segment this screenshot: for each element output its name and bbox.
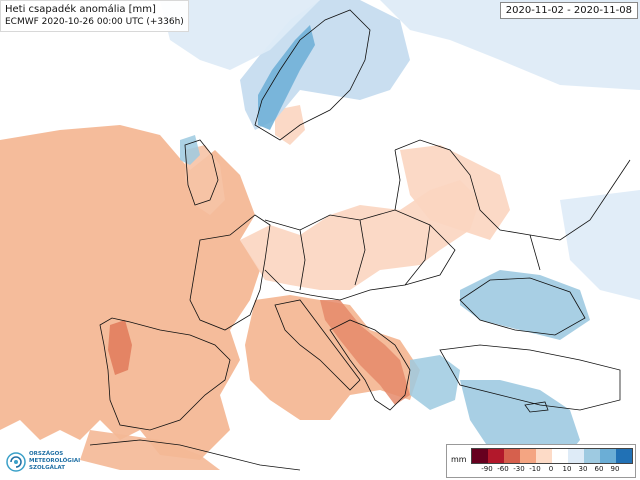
legend-swatch — [616, 449, 632, 463]
border-inner-2 — [354, 219, 366, 286]
legend-color-bar — [471, 448, 633, 464]
coastline-britain — [184, 139, 219, 206]
legend-tick-label: 0 — [548, 465, 554, 473]
logo-line-2: METEOROLÓGIAI — [29, 458, 81, 464]
coastline-italy — [274, 299, 361, 391]
legend-swatch — [584, 449, 600, 463]
logo-text: ORSZÁGOS METEOROLÓGIAI SZOLGÁLAT — [29, 451, 80, 472]
legend-tick-label: -10 — [529, 465, 541, 473]
dry-area-north-africa — [80, 430, 220, 470]
legend-swatch — [472, 449, 488, 463]
coastline-cyprus — [524, 401, 549, 413]
legend-swatch — [488, 449, 504, 463]
legend-unit: mm — [451, 455, 467, 464]
dry-area-britain — [185, 145, 225, 215]
dry-area-alps-italy — [245, 295, 420, 420]
date-range-box: 2020-11-02 - 2020-11-08 — [499, 2, 638, 19]
legend-tick-label: -60 — [497, 465, 509, 473]
legend-tick-label: 60 — [594, 465, 604, 473]
logo-line-3: SZOLGÁLAT — [29, 465, 65, 471]
wet-area-north-atlantic — [160, 0, 320, 70]
dry-area-balkans — [320, 300, 410, 405]
legend-swatch — [568, 449, 584, 463]
wet-area-east — [560, 190, 640, 300]
dry-area-iberia-france — [0, 125, 260, 460]
legend-tick-label: -30 — [513, 465, 525, 473]
border-central-europe — [264, 209, 456, 301]
border-inner-4 — [394, 149, 401, 211]
border-inner-3 — [404, 224, 431, 286]
coastline-iberia — [99, 317, 231, 431]
dry-area-scandinavia-south — [275, 105, 305, 145]
coastline-balkans-greece — [329, 319, 411, 411]
border-eastern-europe — [394, 139, 631, 241]
omsz-swirl-icon — [6, 452, 26, 472]
country-borders — [89, 9, 631, 471]
dry-anomaly-areas — [0, 105, 510, 470]
coastline-scandinavia — [254, 9, 371, 141]
coastline-france — [189, 214, 271, 331]
legend-swatch — [520, 449, 536, 463]
map-title-box: Heti csapadék anomália [mm] ECMWF 2020-1… — [0, 0, 189, 32]
map-title: Heti csapadék anomália [mm] — [5, 4, 156, 15]
map-subtitle: ECMWF 2020-10-26 00:00 UTC (+336h) — [5, 17, 184, 27]
wet-area-north-sea — [180, 135, 200, 165]
wet-area-norway-coast — [258, 25, 315, 130]
wet-area-far-north — [380, 0, 640, 90]
legend-swatch — [504, 449, 520, 463]
color-legend: mm -90 -60 -30 -10 0 10 30 60 90 — [446, 444, 636, 478]
coastline-turkey — [439, 344, 621, 411]
legend-tick-label: 30 — [578, 465, 588, 473]
coastline-africa — [89, 439, 301, 471]
legend-swatch — [600, 449, 616, 463]
legend-tick-label: 10 — [562, 465, 572, 473]
legend-swatch — [552, 449, 568, 463]
legend-tick-label: -90 — [481, 465, 493, 473]
border-inner-1 — [299, 229, 306, 291]
border-inner-5 — [529, 234, 541, 271]
wet-area-aegean — [410, 355, 460, 410]
dry-area-portugal — [108, 320, 132, 375]
legend-ticks: -90 -60 -30 -10 0 10 30 60 90 — [471, 465, 631, 475]
omsz-logo: ORSZÁGOS METEOROLÓGIAI SZOLGÁLAT — [4, 448, 84, 478]
coastline-black-sea — [459, 277, 586, 336]
logo-line-1: ORSZÁGOS — [29, 451, 64, 457]
legend-swatch — [536, 449, 552, 463]
legend-tick-label: 90 — [610, 465, 620, 473]
dry-area-eastern-europe — [400, 145, 510, 240]
